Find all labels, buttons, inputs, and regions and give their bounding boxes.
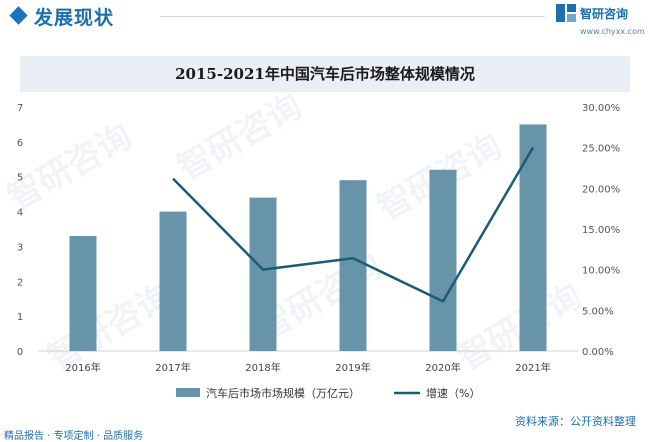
brand-logo[interactable]: 智研咨询 www.chyxx.com <box>556 4 646 38</box>
bar <box>159 211 187 351</box>
bar <box>429 169 457 351</box>
x-tick-label: 2019年 <box>335 361 370 374</box>
y-right-tick-label: 10.00% <box>582 266 620 277</box>
logo-icon <box>556 4 576 22</box>
legend-line-label: 增速（%） <box>426 386 480 400</box>
y-right-tick-label: 20.00% <box>582 184 620 195</box>
y-right-tick-label: 5.00% <box>582 306 614 317</box>
page-title: 发展现状 <box>34 7 115 29</box>
y-left-tick-label: 7 <box>17 103 23 114</box>
y-left-tick-label: 6 <box>17 138 23 149</box>
page-header: 发展现状 <box>0 0 650 34</box>
chart-title: 2015-2021年中国汽车后市场整体规模情况 <box>175 65 475 83</box>
x-tick-label: 2016年 <box>65 361 100 374</box>
bar <box>519 124 547 351</box>
y-right-tick-label: 25.00% <box>582 144 620 155</box>
chart-title-band <box>20 56 630 92</box>
y-left-tick-label: 4 <box>17 208 23 219</box>
y-left-tick-label: 1 <box>17 312 23 323</box>
bar <box>249 197 277 351</box>
y-left-tick-label: 2 <box>17 277 23 288</box>
y-left-tick-label: 0 <box>17 347 23 358</box>
legend-bar-label: 汽车后市场市场规模（万亿元） <box>206 386 360 400</box>
x-tick-label: 2018年 <box>245 361 280 374</box>
bar <box>69 235 97 351</box>
y-left-tick-label: 3 <box>17 242 23 253</box>
x-tick-label: 2017年 <box>155 361 190 374</box>
footer-tagline: 精品报告 · 专项定制 · 品质服务 <box>4 431 144 442</box>
y-left-tick-label: 5 <box>17 173 23 184</box>
x-tick-label: 2020年 <box>425 361 460 374</box>
legend-bar-swatch <box>176 388 200 397</box>
brand-url[interactable]: www.chyxx.com <box>580 27 645 36</box>
y-right-tick-label: 30.00% <box>582 103 620 114</box>
y-right-tick-label: 15.00% <box>582 225 620 236</box>
data-source: 资料来源：公开资料整理 <box>515 415 636 428</box>
brand-name: 智研咨询 <box>580 7 629 21</box>
x-tick-label: 2021年 <box>515 361 550 374</box>
y-right-tick-label: 0.00% <box>582 347 614 358</box>
bar <box>339 180 367 351</box>
header-divider <box>160 16 545 17</box>
